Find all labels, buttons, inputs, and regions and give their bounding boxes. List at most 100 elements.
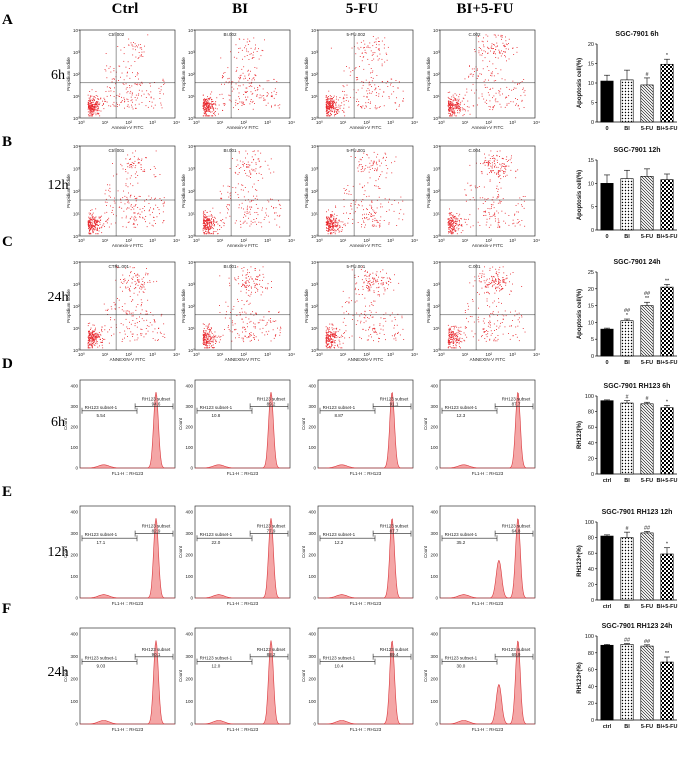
panel-letter-d: D (2, 356, 13, 372)
x-decade-tick: 10⁴ (533, 238, 540, 243)
dot-plot-title: 5-FU.001 (347, 148, 366, 153)
bar-chart-2: SGC-7901 12h 0 5 10 15 Apoptosis cell(%) 0 BI 5-… (577, 147, 677, 240)
x-category-label: BI+5-FU (657, 126, 678, 132)
hist-ytick: 0 (313, 466, 316, 471)
y-tick-label: 80 (588, 410, 594, 416)
bar-chart-ylabel: Apoptosis cell(%) (577, 289, 583, 339)
bar-BI+5-FU (660, 661, 674, 721)
y-tick-label: 80 (588, 651, 594, 657)
y-decade-tick: 10³ (433, 167, 440, 172)
y-decade-tick: 10³ (311, 282, 318, 287)
y-tick-label: 40 (588, 441, 594, 447)
left-gate-value: 12.2 (335, 540, 344, 545)
left-gate-label: RH123 subset-1 (445, 532, 478, 537)
x-category-label: 5-FU (641, 126, 653, 132)
x-decade-tick: 10¹ (102, 120, 109, 125)
bar-chart-title: SGC-7901 RH123 24h (602, 623, 673, 630)
x-decade-tick: 10⁰ (316, 238, 323, 243)
x-decade-tick: 10³ (149, 352, 156, 357)
bar-ctrl (600, 400, 614, 475)
right-gate-value: 77.9 (267, 529, 276, 534)
x-decade-tick: 10⁴ (288, 352, 295, 357)
y-decade-tick: 10¹ (73, 326, 80, 331)
y-decade-tick: 10² (311, 72, 318, 77)
y-decade-tick: 10⁴ (188, 260, 195, 265)
x-decade-tick: 10³ (509, 120, 516, 125)
y-decade-tick: 10² (433, 189, 440, 194)
x-decade-tick: 10¹ (217, 120, 224, 125)
bar-chart-title: SGC-7901 RH123 12h (602, 509, 673, 516)
x-decade-tick: 10⁰ (438, 120, 445, 125)
x-category-label: BI+5-FU (657, 478, 678, 484)
dot-plot-frame (439, 29, 536, 119)
y-decade-tick: 10² (433, 72, 440, 77)
right-gate-value: 94.6 (152, 401, 161, 406)
hist-ytick: 100 (185, 445, 193, 450)
y-decade-tick: 10³ (311, 50, 318, 55)
y-decade-tick: 10² (188, 189, 195, 194)
y-tick-label: 80 (588, 536, 594, 542)
x-decade-tick: 10² (364, 120, 371, 125)
x-decade-tick: 10³ (149, 238, 156, 243)
dot-plot-ylabel: Propidium Iodide (181, 174, 186, 208)
hist-ytick: 100 (70, 445, 78, 450)
hist-xlabel: FL1-H :: RH123 (227, 727, 259, 732)
hist-ytick: 400 (430, 632, 438, 637)
significance-mark: # (645, 396, 649, 402)
time-label-e: 12h (48, 545, 69, 560)
y-decade-tick: 10¹ (73, 94, 80, 99)
bar-chart-1: SGC-7901 6h 0 5 10 15 20 Apoptosis cell(%) 0 BI 5… (577, 31, 677, 132)
column-header-5fu: 5-FU (346, 1, 379, 17)
x-decade-tick: 10³ (509, 238, 516, 243)
bar-BI+5-FU (660, 286, 674, 357)
right-gate-value: 90.1 (152, 652, 161, 657)
right-gate-value: 87.7 (390, 529, 399, 534)
y-tick-label: 0 (591, 120, 594, 126)
bar-chart-4: SGC-7901 RH123 6h 0 20 40 60 80 100 RH123(%) ctr… (577, 383, 677, 484)
panel-letter-e: E (2, 484, 12, 500)
left-gate-value: 17.1 (97, 540, 106, 545)
hist-ylabel: Count (301, 545, 306, 558)
y-decade-tick: 10² (73, 304, 80, 309)
y-decade-tick: 10⁰ (73, 234, 80, 239)
right-gate-value: 91.1 (390, 401, 399, 406)
y-decade-tick: 10¹ (188, 94, 195, 99)
hist-ytick: 100 (430, 699, 438, 704)
y-decade-tick: 10³ (73, 167, 80, 172)
y-tick-label: 10 (588, 81, 594, 87)
y-tick-label: 0 (591, 472, 594, 478)
hist-ytick: 100 (430, 445, 438, 450)
bar-BI (620, 178, 634, 231)
hist-ytick: 0 (190, 466, 193, 471)
left-gate-value: 12.0 (212, 664, 221, 669)
column-header-bi: BI (232, 1, 248, 17)
dot-plot-xlabel: Annexin-V FITC (349, 243, 382, 248)
x-category-label: 5-FU (641, 478, 653, 484)
bar-BI+5-FU (660, 179, 674, 231)
hist-ytick: 400 (70, 510, 78, 515)
right-gate-label: RH123 subset (142, 647, 171, 652)
x-decade-tick: 10³ (264, 120, 271, 125)
dot-plot-xlabel: Annexin-V FITC (226, 125, 259, 130)
bar-chart-ylabel: Apoptosis cell(%) (577, 170, 583, 220)
y-decade-tick: 10⁴ (311, 144, 318, 149)
hist-ytick: 200 (430, 425, 438, 430)
significance-mark: # (625, 526, 629, 532)
y-decade-tick: 10³ (73, 282, 80, 287)
hist-ytick: 200 (70, 553, 78, 558)
hist-ytick: 0 (435, 722, 438, 727)
hist-ytick: 300 (308, 654, 316, 659)
significance-mark: # (625, 395, 629, 401)
hist-ytick: 300 (185, 654, 193, 659)
x-decade-tick: 10⁴ (173, 352, 180, 357)
hist-ytick: 0 (75, 596, 78, 601)
dot-plot-frame (439, 145, 536, 237)
hist-ytick: 400 (308, 632, 316, 637)
dot-plot-ylabel: Propidium Iodide (426, 289, 431, 323)
